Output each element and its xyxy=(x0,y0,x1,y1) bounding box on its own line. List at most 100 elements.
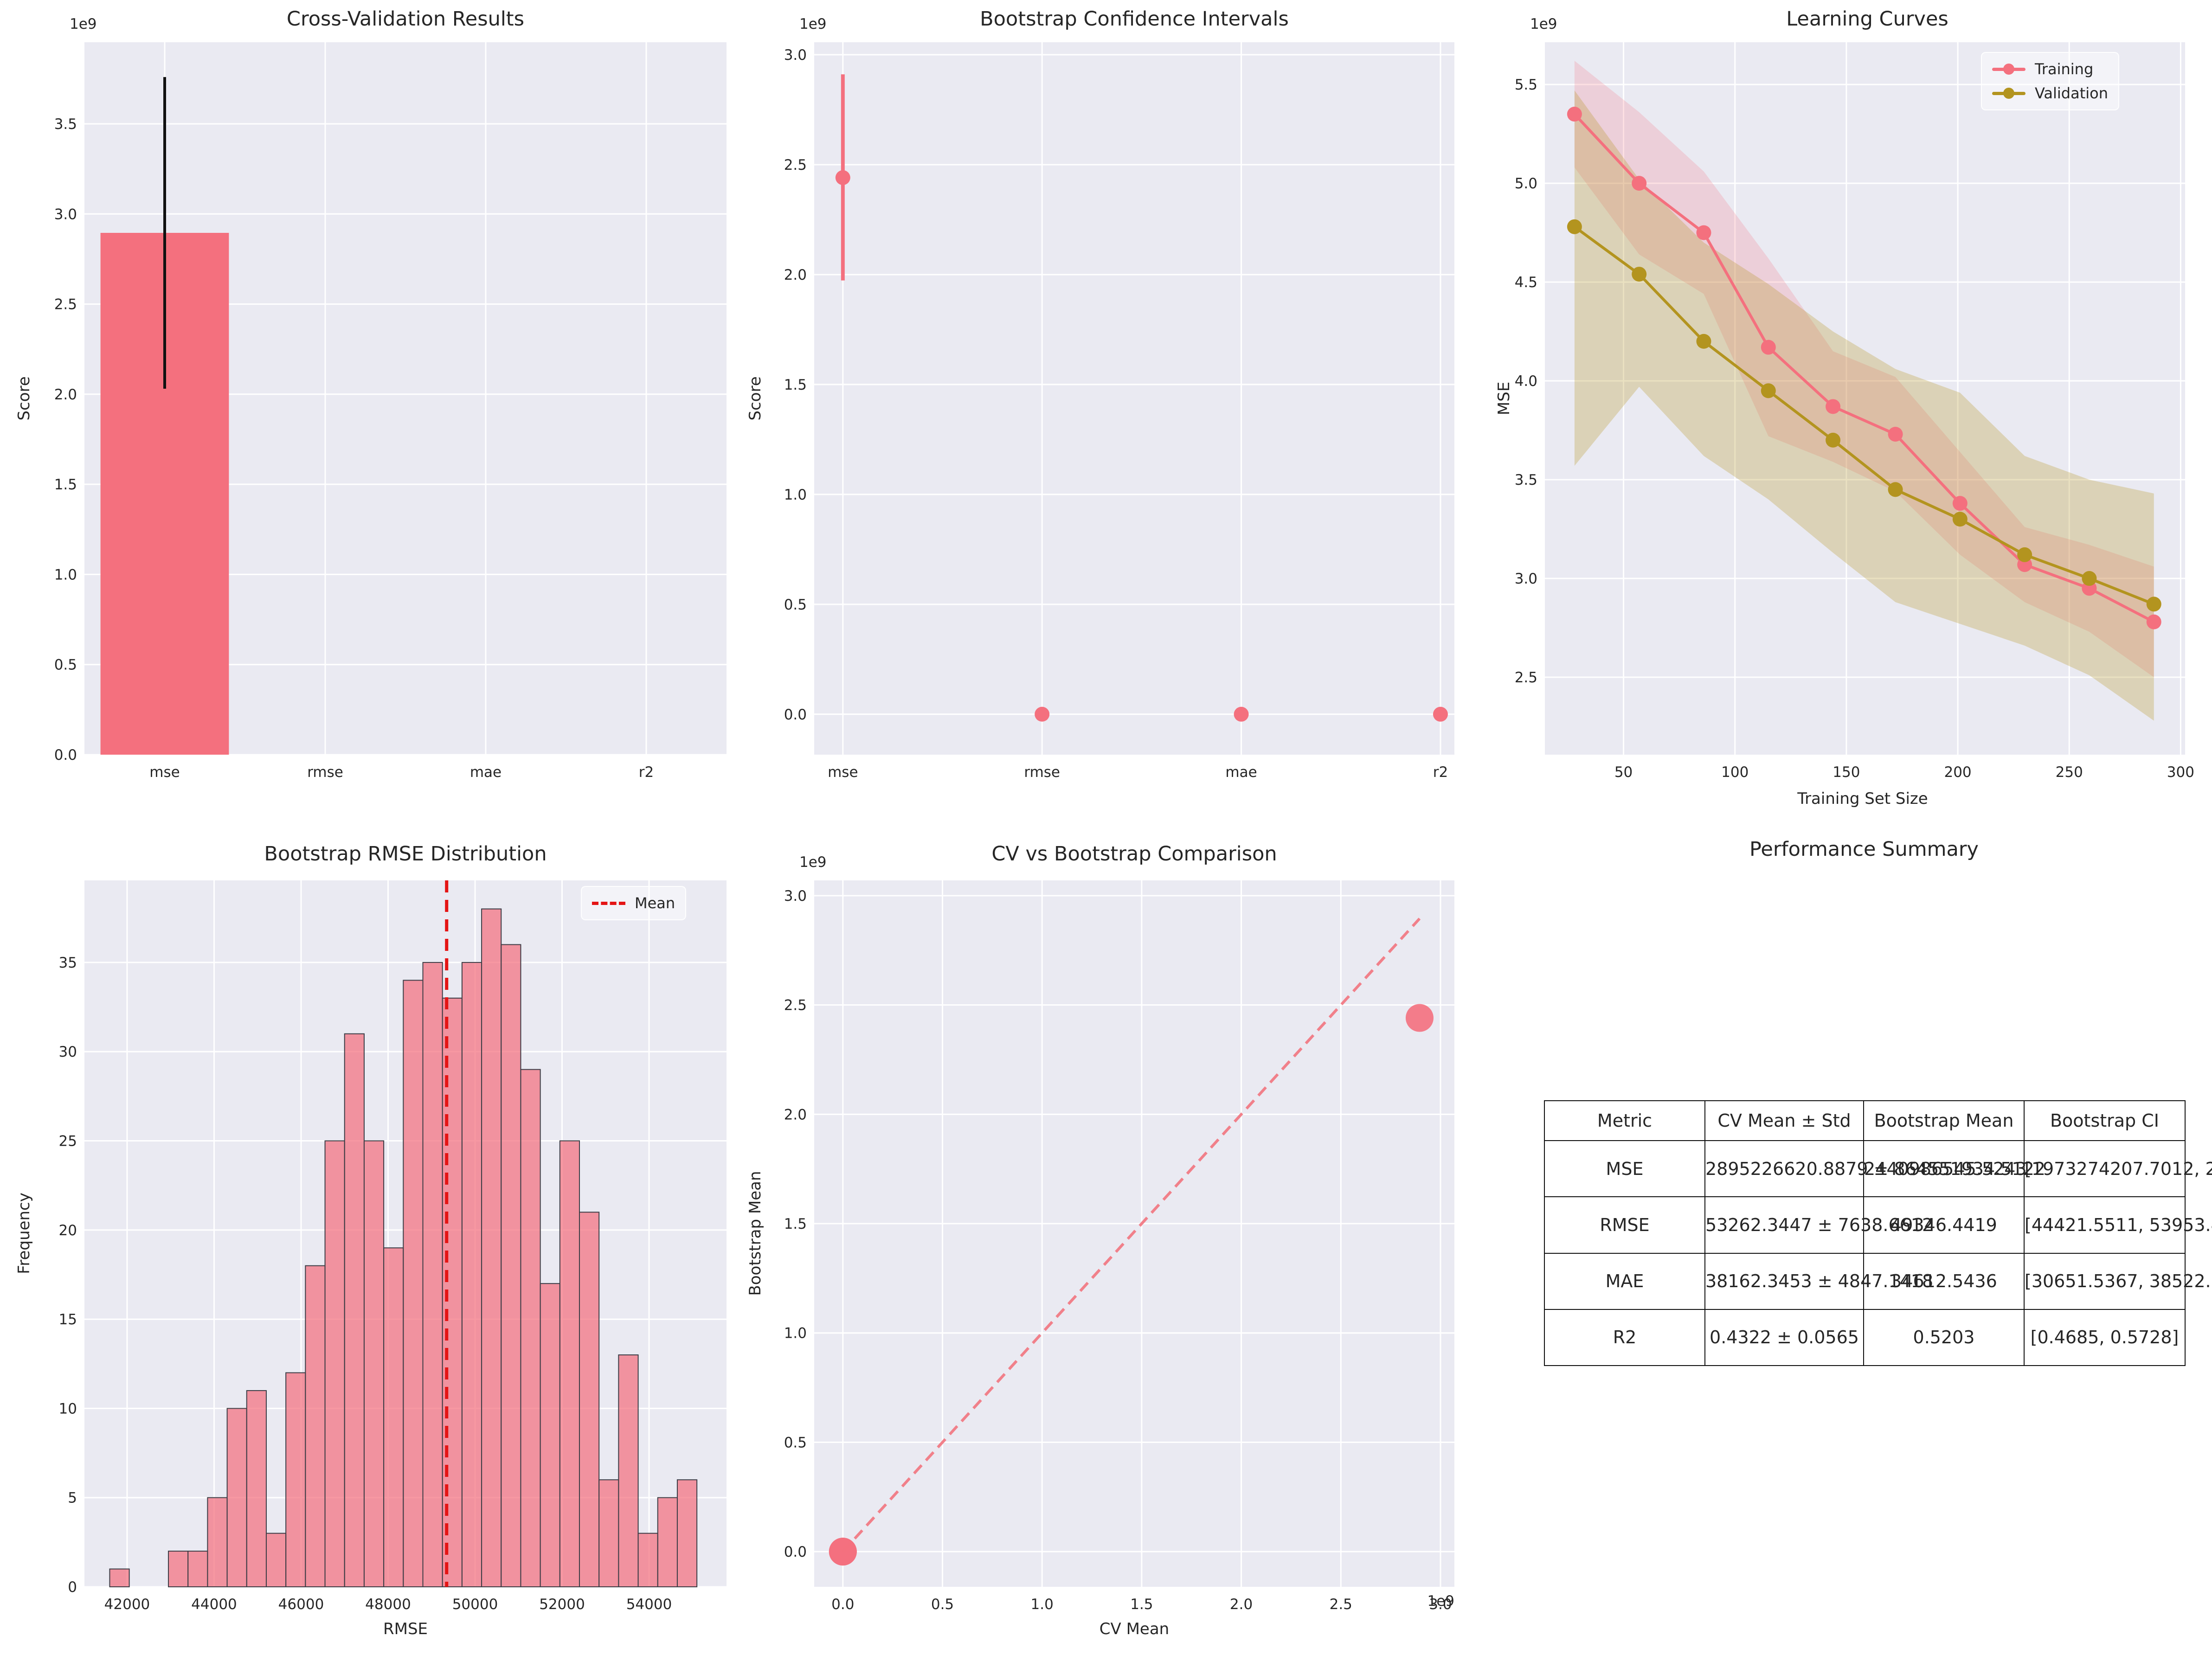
cv-results-plot: mse rmse mae r2 0.0 0.5 1.0 1.5 2.0 2.5 3.0 3.5 xyxy=(54,42,727,781)
performance-summary-table: Metric CV Mean ± Std Bootstrap Mean Boot… xyxy=(1544,1100,2212,1366)
y-tick-label: 1.5 xyxy=(784,1216,807,1232)
x-tick-label: 42000 xyxy=(104,1596,150,1613)
y-tick-label: 2.0 xyxy=(784,1106,807,1123)
cell-r2-metric: R2 xyxy=(1613,1327,1637,1348)
legend-label-training: Training xyxy=(2035,60,2094,78)
validation-marker xyxy=(2017,547,2032,562)
cv-vs-bootstrap-title: CV vs Bootstrap Comparison xyxy=(991,842,1277,866)
cv-vs-bootstrap-x-offset-text: 1e9 xyxy=(1427,1593,1454,1610)
x-tick-label: r2 xyxy=(1433,764,1448,781)
validation-marker xyxy=(1632,267,1647,282)
identity-line xyxy=(842,917,1421,1553)
y-tick-label: 1.0 xyxy=(784,487,807,503)
y-tick-label: 25 xyxy=(59,1133,77,1150)
cell-mae-metric: MAE xyxy=(1605,1271,1644,1292)
y-tick-label: 5.0 xyxy=(1515,175,1537,192)
bootstrap-mean-marker xyxy=(1035,706,1050,722)
y-tick-label: 20 xyxy=(59,1222,77,1239)
histogram-bar xyxy=(579,1212,600,1587)
y-tick-label: 1.0 xyxy=(784,1325,807,1342)
legend-item-validation: Validation xyxy=(1992,84,2108,102)
bootstrap-mean-marker xyxy=(1433,706,1448,722)
y-tick-label: 2.5 xyxy=(1515,669,1537,686)
y-tick-label: 0.5 xyxy=(54,657,77,674)
y-tick-label: 0 xyxy=(68,1579,77,1596)
histogram-bar xyxy=(363,1140,385,1587)
validation-marker-icon xyxy=(2003,88,2014,99)
x-tick-label: mae xyxy=(1225,764,1257,781)
x-tick-label: mae xyxy=(470,764,502,781)
table-header-row: Metric CV Mean ± Std Bootstrap Mean Boot… xyxy=(1544,1100,2186,1141)
y-tick-label: 4.5 xyxy=(1515,274,1537,291)
validation-marker xyxy=(1952,512,1968,527)
y-tick-label: 0.5 xyxy=(784,597,807,613)
cell-rmse-ci: [44421.5511, 53953.4330] xyxy=(2025,1214,2212,1235)
y-tick-label: 2.0 xyxy=(54,386,77,403)
histogram-bar xyxy=(657,1497,678,1587)
cv-results-title: Cross-Validation Results xyxy=(286,7,525,31)
y-tick-label: 2.5 xyxy=(784,157,807,173)
validation-marker xyxy=(1888,482,1903,497)
y-tick-label: 10 xyxy=(59,1400,77,1417)
legend-item-training: Training xyxy=(1992,60,2108,78)
cell-rmse-bootstrap: 49346.4419 xyxy=(1890,1214,1997,1235)
y-tick-label: 4.0 xyxy=(1515,373,1537,390)
cell-mae-ci: [30651.5367, 38522.3772] xyxy=(2025,1271,2212,1292)
y-tick-label: 5.5 xyxy=(1515,77,1537,93)
cell-rmse-metric: RMSE xyxy=(1600,1214,1650,1235)
x-tick-label: 250 xyxy=(2056,764,2083,781)
histogram-bar xyxy=(461,962,482,1587)
cell-mse-metric: MSE xyxy=(1606,1158,1644,1179)
axes-background xyxy=(1545,42,2185,755)
histogram-bar xyxy=(403,980,424,1587)
x-tick-label: mse xyxy=(828,764,858,781)
x-tick-label: 100 xyxy=(1721,764,1749,781)
table-row-rmse: RMSE 53262.3447 ± 7638.6612 49346.4419 [… xyxy=(1544,1196,2212,1254)
histogram-bar xyxy=(344,1033,365,1587)
bootstrap-ci-ylabel: Score xyxy=(746,376,765,421)
learning-curves-plot: 50 100 150 200 250 300 2.5 3.0 3.5 4.0 4.5 5.0 5.5 xyxy=(1515,42,2194,781)
legend-label-mean: Mean xyxy=(635,894,675,912)
histogram-bar xyxy=(598,1479,619,1587)
histogram-bar xyxy=(207,1497,228,1587)
table-row-r2: R2 0.4322 ± 0.0565 0.5203 [0.4685, 0.572… xyxy=(1544,1309,2186,1366)
x-tick-label: rmse xyxy=(307,764,343,781)
comparison-point xyxy=(829,1538,857,1566)
histogram-bar xyxy=(226,1408,247,1587)
training-marker xyxy=(1761,340,1776,355)
x-tick-label: 2.0 xyxy=(1230,1596,1253,1613)
x-tick-label: 1.5 xyxy=(1130,1596,1153,1613)
rmse-distribution-title: Bootstrap RMSE Distribution xyxy=(264,842,547,866)
y-tick-label: 5 xyxy=(68,1490,77,1507)
cell-r2-ci: [0.4685, 0.5728] xyxy=(2030,1327,2179,1348)
histogram-bar xyxy=(187,1551,208,1587)
training-marker xyxy=(1632,176,1647,191)
histogram-bar xyxy=(676,1479,698,1587)
x-tick-label: 46000 xyxy=(278,1596,324,1613)
legend-item-mean: Mean xyxy=(592,894,675,912)
histogram-bar xyxy=(383,1247,404,1587)
learning-curves-legend: Training Validation xyxy=(1981,52,2120,110)
y-tick-label: 1.5 xyxy=(54,476,77,493)
cv-vs-bootstrap-plot: 0.0 0.5 1.0 1.5 2.0 2.5 3.0 0.0 0.5 1.0 1.5 2.0 2.5 3… xyxy=(784,880,1454,1613)
rmse-distribution-plot: 42000 44000 46000 48000 50000 52000 54000 0 5 10 1… xyxy=(59,880,727,1613)
histogram-bar xyxy=(422,962,443,1587)
histogram-bar xyxy=(305,1265,326,1587)
y-tick-label: 2.5 xyxy=(54,296,77,313)
col-header-cv-mean-std: CV Mean ± Std xyxy=(1704,1100,1864,1141)
rmse-mean-legend: Mean xyxy=(581,886,687,920)
training-marker xyxy=(1952,496,1968,511)
y-tick-label: 0.0 xyxy=(784,1544,807,1560)
x-tick-label: rmse xyxy=(1024,764,1060,781)
y-tick-label: 15 xyxy=(59,1311,77,1328)
col-header-bootstrap-mean: Bootstrap Mean xyxy=(1863,1100,2025,1141)
cv-vs-bootstrap-xlabel: CV Mean xyxy=(1099,1620,1170,1638)
training-marker xyxy=(1888,427,1903,442)
histogram-bar xyxy=(246,1390,267,1587)
y-tick-label: 30 xyxy=(59,1044,77,1060)
table-row-mse: MSE 2895226620.8879 ± 864551934.5122 244… xyxy=(1544,1140,2212,1198)
axes-background xyxy=(814,42,1454,755)
cell-mse-bootstrap: 2440986545.5243 xyxy=(1864,1158,2027,1179)
x-tick-label: 2.5 xyxy=(1330,1596,1352,1613)
